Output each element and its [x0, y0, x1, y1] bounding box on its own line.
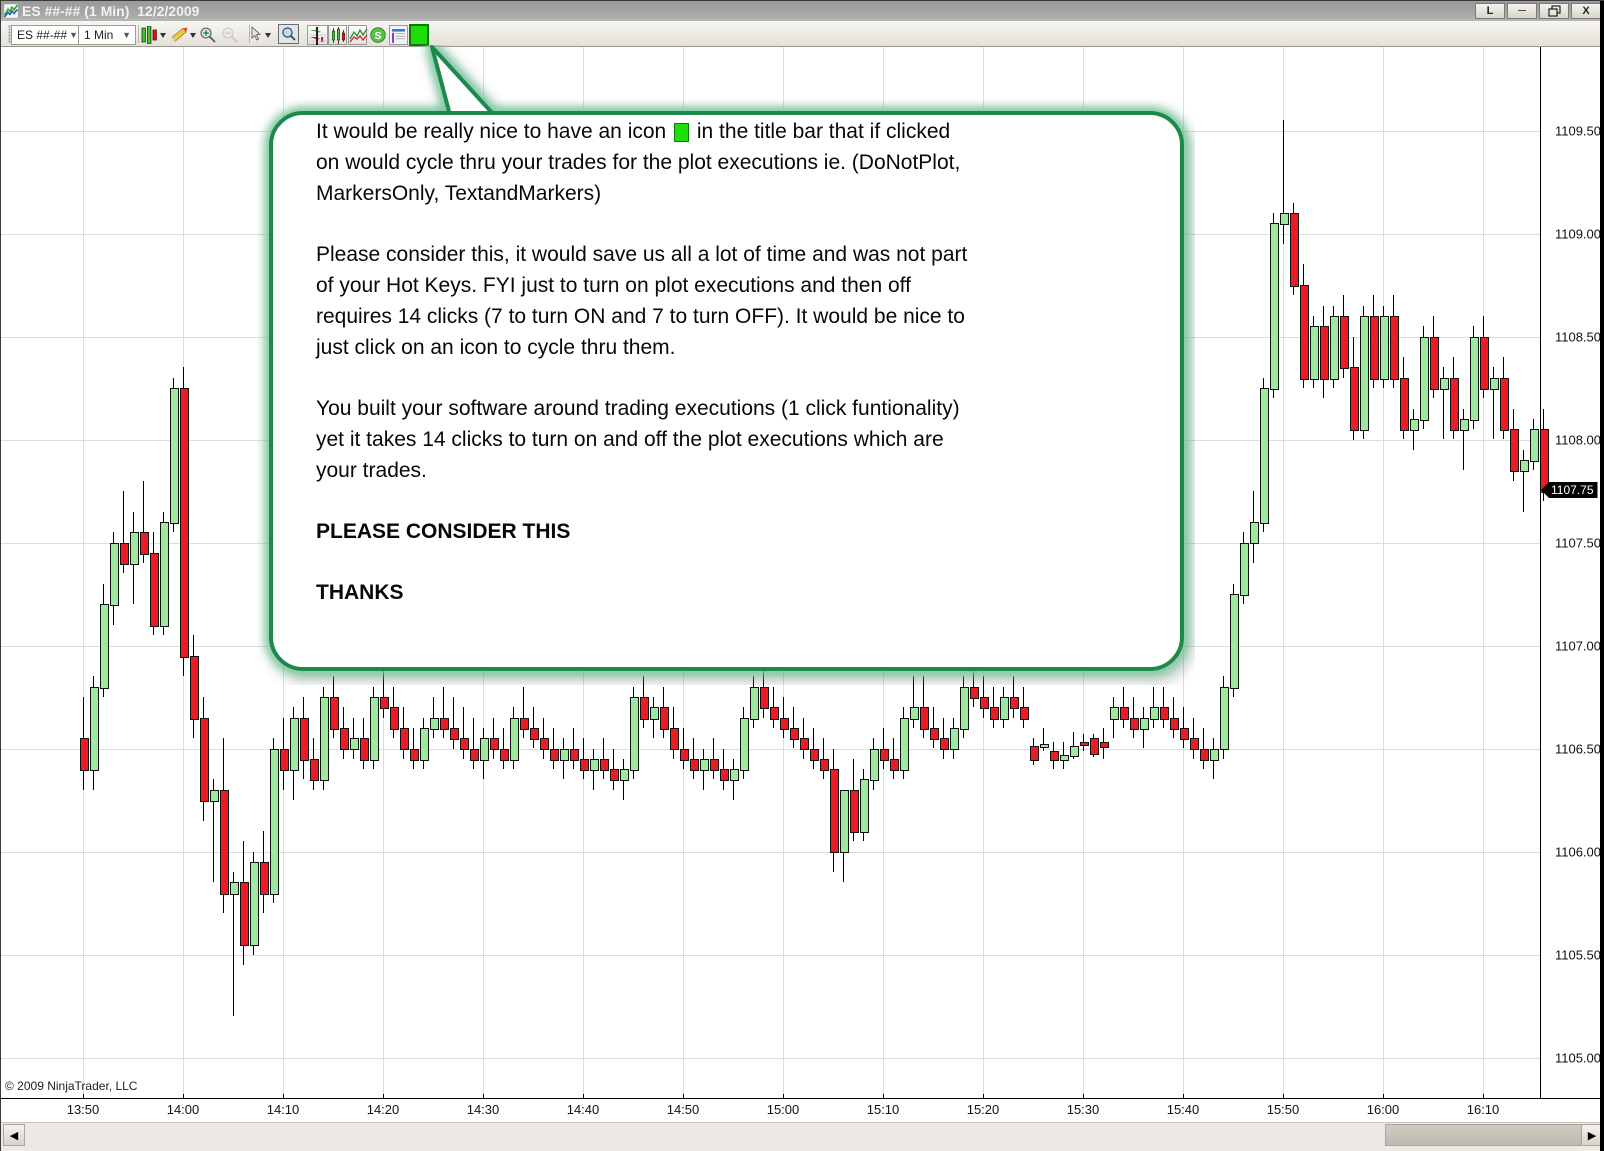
svg-text:S: S: [374, 30, 381, 42]
